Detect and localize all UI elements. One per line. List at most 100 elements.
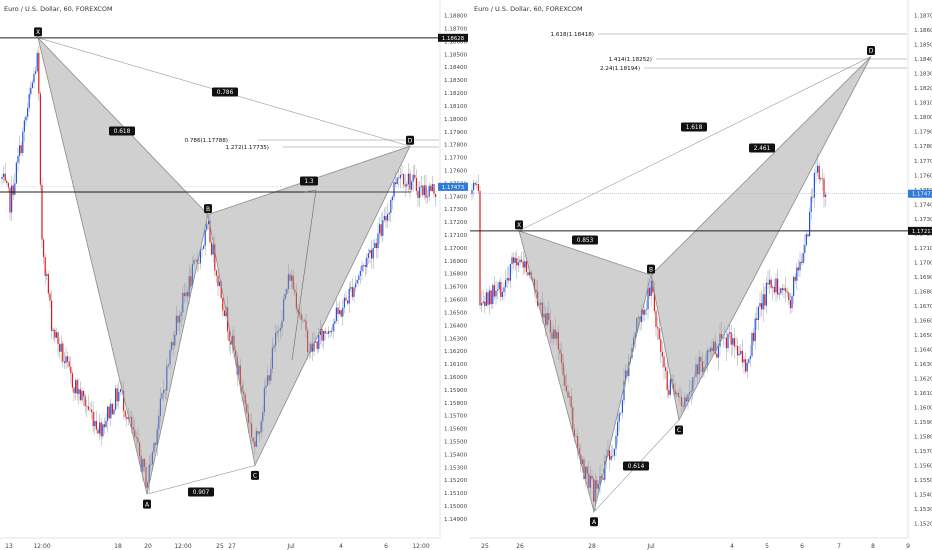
price-tick-label: 1.16300	[914, 362, 932, 368]
candle-body	[323, 330, 325, 341]
candle-body	[689, 392, 691, 395]
price-tick-label: 1.17300	[914, 217, 932, 223]
price-tick-label: 1.17700	[914, 159, 932, 165]
candle-body	[358, 275, 360, 280]
point-marker-c	[251, 470, 259, 480]
candle-body	[557, 332, 559, 350]
candle-body	[657, 327, 659, 329]
candle-body	[609, 450, 611, 460]
candle-body	[145, 466, 147, 488]
candle-body	[481, 303, 483, 306]
candle-body	[14, 183, 16, 195]
candle-body	[59, 344, 61, 352]
candle-body	[596, 480, 598, 489]
time-tick-label: 12:00	[174, 543, 191, 550]
candle-body	[342, 307, 344, 317]
candle-body	[623, 380, 625, 401]
price-tick-label: 1.16500	[444, 310, 468, 316]
candle-body	[570, 396, 572, 408]
candle-body	[217, 275, 219, 286]
candle-body	[396, 177, 398, 185]
candle-body	[305, 320, 307, 331]
candle-body	[65, 356, 67, 364]
candle-body	[140, 456, 142, 472]
candle-body	[38, 52, 40, 94]
candle-body	[367, 253, 369, 258]
candle-body	[415, 177, 417, 192]
candle-body	[153, 442, 155, 453]
candle-body	[788, 292, 790, 301]
candle-body	[641, 309, 643, 323]
time-tick-label: Jul	[286, 543, 295, 550]
candle-body	[511, 257, 513, 265]
candle-body	[676, 392, 678, 395]
candle-body	[7, 182, 9, 188]
candle-body	[380, 224, 382, 236]
point-label-c: C	[677, 427, 681, 434]
candle-body	[789, 300, 791, 309]
candle-body	[644, 309, 646, 315]
candle-body	[817, 165, 819, 173]
candle-body	[286, 289, 288, 294]
candle-body	[355, 283, 357, 288]
candle-body	[123, 390, 125, 411]
candle-body	[722, 337, 724, 339]
candle-body	[820, 178, 822, 180]
candle-body	[1, 177, 3, 180]
candle-body	[27, 107, 29, 117]
candle-body	[340, 310, 342, 317]
candle-body	[247, 412, 249, 423]
candle-body	[621, 400, 623, 413]
candle-body	[57, 332, 59, 345]
candle-body	[698, 356, 700, 375]
candle-body	[107, 406, 109, 421]
candle-body	[810, 196, 812, 212]
price-tick-label: 1.18300	[444, 78, 468, 84]
candle-body	[786, 291, 788, 293]
candle-body	[190, 276, 192, 287]
candle-body	[700, 356, 702, 362]
candle-body	[83, 390, 85, 397]
candle-body	[134, 429, 136, 437]
price-tick-label: 1.16300	[444, 336, 468, 342]
candle-body	[302, 319, 304, 321]
candle-body	[612, 455, 614, 457]
candle-body	[369, 249, 371, 254]
time-tick-label: 5	[765, 543, 769, 550]
candle-body	[517, 262, 519, 266]
candle-body	[318, 334, 320, 349]
candle-body	[11, 185, 13, 213]
candle-body	[509, 264, 511, 281]
candle-body	[533, 279, 535, 290]
point-marker-a	[143, 499, 151, 509]
chart-title: Euro / U.S. Dollar, 60, FOREXCOM	[474, 5, 583, 13]
candle-body	[260, 421, 262, 432]
price-tick-label: 1.14900	[444, 517, 468, 523]
candle-body	[705, 366, 707, 368]
candle-body	[554, 329, 556, 339]
bd-guide	[304, 189, 317, 193]
candles	[1, 45, 437, 494]
candle-body	[316, 341, 318, 349]
candle-body	[498, 281, 500, 290]
candle-body	[724, 337, 726, 339]
candle-body	[785, 288, 787, 292]
candle-body	[805, 234, 807, 246]
candle-body	[164, 390, 166, 391]
chart-panel-1: Euro / U.S. Dollar, 60, FOREXCOM 1.18800 1…	[0, 0, 468, 550]
candle-body	[364, 265, 366, 268]
candle-body	[33, 73, 35, 83]
price-tick-label: 1.16400	[914, 347, 932, 353]
candle-body	[652, 280, 654, 293]
candle-body	[255, 431, 257, 447]
candle-body	[796, 267, 798, 281]
candle-body	[297, 308, 299, 312]
time-tick-label: 12:00	[33, 543, 50, 550]
candle-body	[257, 431, 259, 434]
candle-body	[823, 178, 825, 197]
candle-body	[660, 339, 662, 352]
candle-body	[655, 311, 657, 328]
candle-body	[783, 288, 785, 291]
candle-body	[604, 461, 606, 480]
candle-body	[399, 174, 401, 179]
